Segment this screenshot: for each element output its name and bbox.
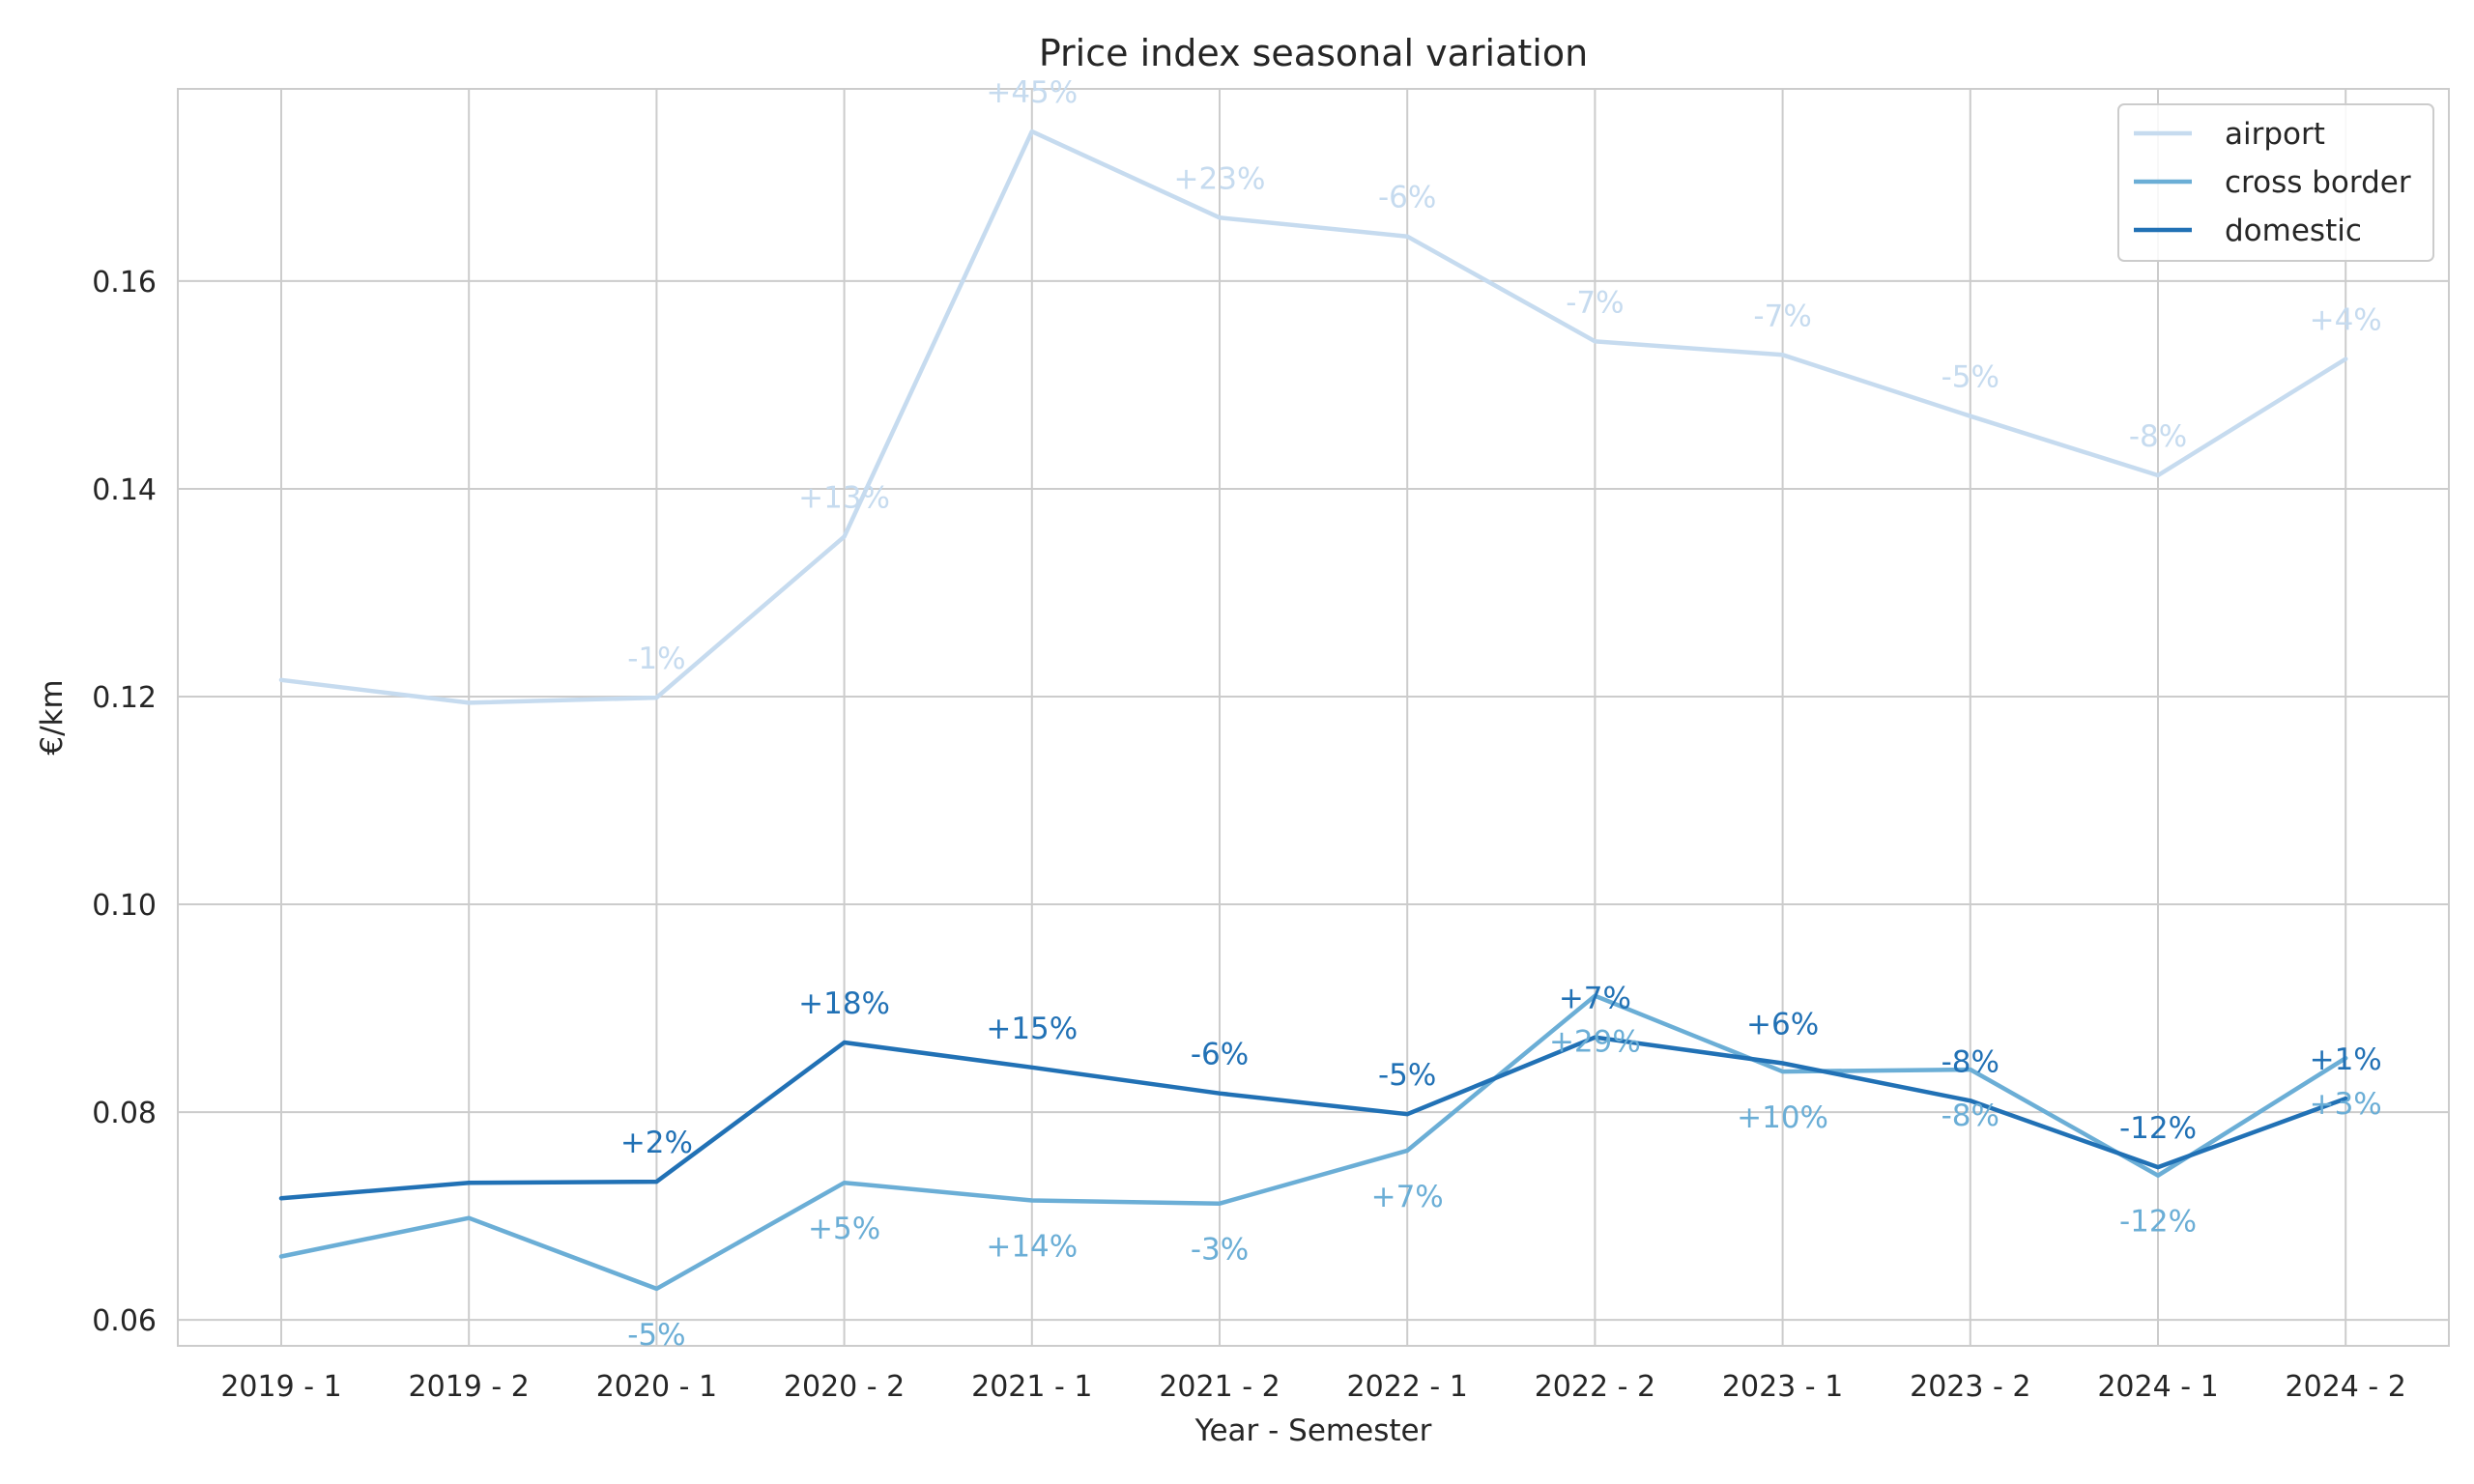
data-label: +2% <box>620 1126 693 1160</box>
data-label: -12% <box>2119 1205 2197 1240</box>
y-tick-label: 0.10 <box>92 889 157 923</box>
series-line-airport <box>278 128 2348 705</box>
data-label: +14% <box>986 1229 1078 1264</box>
y-tick-label: 0.12 <box>92 681 157 715</box>
x-tick-label: 2024 - 2 <box>2286 1370 2406 1404</box>
data-label: +4% <box>2310 303 2382 338</box>
data-label: +23% <box>1174 161 1266 196</box>
series-line-cross-border <box>278 993 2348 1292</box>
x-tick-label: 2021 - 1 <box>971 1370 1092 1404</box>
x-tick-label: 2024 - 1 <box>2097 1370 2218 1404</box>
data-label: +3% <box>2310 1087 2382 1122</box>
data-label: -1% <box>627 642 685 676</box>
data-label: -6% <box>1191 1038 1249 1072</box>
x-axis-ticks: 2019 - 1 2019 - 2 2020 - 1 2020 - 2 2021 - 1… <box>220 1370 2406 1404</box>
x-tick-label: 2019 - 1 <box>220 1370 341 1404</box>
data-label: -12% <box>2119 1111 2197 1146</box>
y-tick-label: 0.14 <box>92 473 157 507</box>
x-tick-label: 2022 - 1 <box>1347 1370 1468 1404</box>
legend-label: cross border <box>2225 165 2411 200</box>
data-label: +10% <box>1737 1100 1828 1135</box>
x-tick-label: 2020 - 2 <box>784 1370 905 1404</box>
data-label: +6% <box>1746 1008 1819 1042</box>
x-tick-label: 2019 - 2 <box>409 1370 530 1404</box>
y-tick-label: 0.08 <box>92 1097 157 1130</box>
data-label: -5% <box>1378 1058 1436 1093</box>
data-label: -8% <box>1942 1099 1999 1133</box>
data-label: +5% <box>808 1212 880 1246</box>
data-label: -7% <box>1753 299 1811 333</box>
legend: airport cross border domestic <box>2117 103 2434 262</box>
chart-title: Price index seasonal variation <box>1039 32 1588 74</box>
data-label: +15% <box>986 1012 1078 1046</box>
data-label: -5% <box>627 1318 685 1353</box>
data-label: -6% <box>1378 181 1436 215</box>
data-label: +18% <box>798 986 890 1021</box>
legend-label: domestic <box>2225 214 2362 248</box>
x-tick-label: 2023 - 2 <box>1910 1370 2030 1404</box>
x-tick-label: 2023 - 1 <box>1722 1370 1843 1404</box>
legend-box <box>2117 103 2434 262</box>
x-tick-label: 2021 - 2 <box>1159 1370 1280 1404</box>
data-label: -8% <box>1942 1044 1999 1079</box>
plot-frame <box>177 88 2450 1347</box>
grid <box>178 89 2449 1346</box>
data-label: -5% <box>1942 360 1999 395</box>
data-label: +29% <box>1549 1025 1641 1060</box>
data-label: -7% <box>1566 285 1624 320</box>
data-label: -3% <box>1191 1233 1249 1268</box>
data-labels: -1% +13% +45% +23% -6% -7% -7% -5% -8% +4% -5% +5% +… <box>620 75 2382 1353</box>
y-tick-label: 0.16 <box>92 266 157 300</box>
data-label: -8% <box>2129 419 2187 454</box>
legend-label: airport <box>2225 117 2325 152</box>
y-axis-title: €/km <box>35 679 70 755</box>
x-tick-label: 2020 - 1 <box>596 1370 717 1404</box>
series-line-domestic <box>278 1035 2348 1201</box>
series-lines <box>278 128 2348 1292</box>
y-axis-ticks: 0.06 0.08 0.10 0.12 0.14 0.16 <box>92 266 157 1338</box>
x-tick-label: 2022 - 2 <box>1535 1370 1655 1404</box>
x-axis-title: Year - Semester <box>1194 1413 1432 1448</box>
data-label: +7% <box>1371 1180 1444 1214</box>
data-label: +13% <box>798 480 890 515</box>
data-label: +45% <box>986 75 1078 110</box>
y-tick-label: 0.06 <box>92 1304 157 1338</box>
data-label: +7% <box>1559 982 1631 1016</box>
data-label: +1% <box>2310 1042 2382 1077</box>
